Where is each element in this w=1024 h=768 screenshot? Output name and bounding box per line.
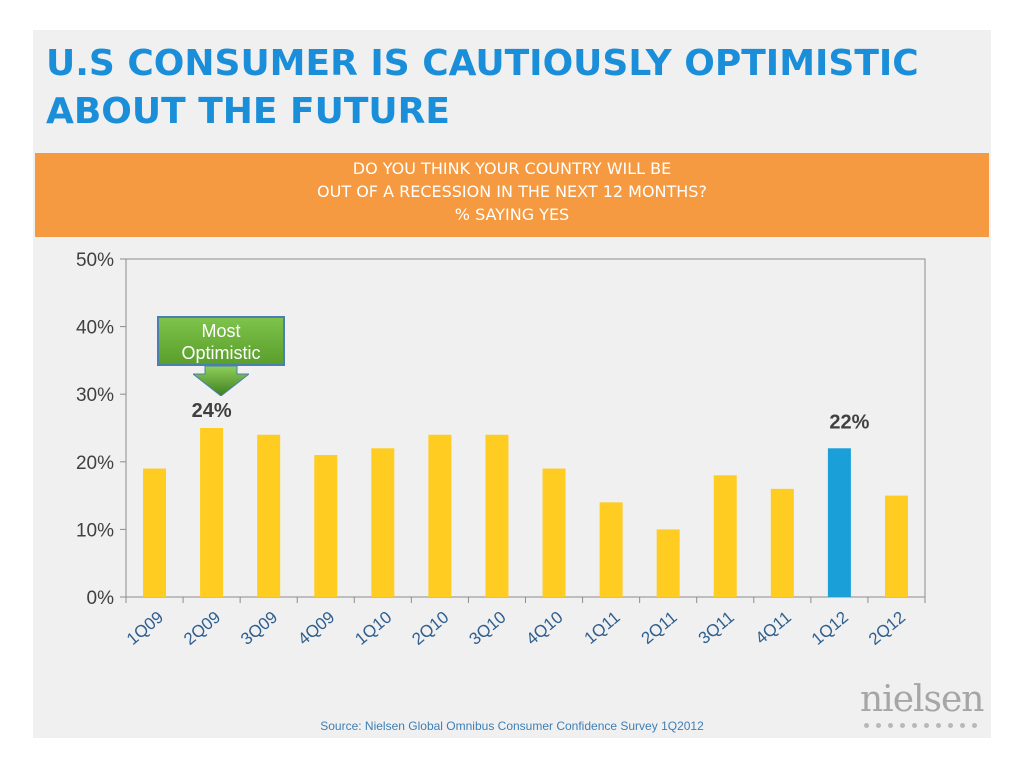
bar-4Q11	[770, 488, 794, 597]
x-tick-label: 2Q11	[638, 608, 681, 648]
y-tick-label: 50%	[76, 250, 114, 271]
x-tick-label: 2Q12	[865, 608, 909, 649]
banner-line-2: OUT OF A RECESSION IN THE NEXT 12 MONTHS…	[317, 182, 707, 201]
x-tick-label: 3Q10	[465, 608, 509, 649]
x-tick-label: 1Q09	[123, 608, 167, 649]
callout-line-2: Optimistic	[181, 343, 261, 363]
bar-2Q11	[656, 529, 680, 597]
y-tick-label: 0%	[87, 588, 115, 609]
nielsen-logo: nielsen	[860, 679, 984, 728]
y-tick-label: 10%	[76, 520, 114, 541]
bar-4Q09	[314, 455, 338, 597]
x-tick-label: 2Q09	[180, 608, 224, 649]
page-title: U.S CONSUMER IS CAUTIOUSLY OPTIMISTIC AB…	[46, 43, 919, 132]
banner-line-3: % SAYING YES	[454, 205, 570, 224]
x-tick-label: 3Q09	[237, 608, 281, 649]
logo-text: nielsen	[860, 679, 984, 720]
y-tick-label: 30%	[76, 385, 114, 406]
bar-1Q12	[827, 448, 851, 597]
source-note: Source: Nielsen Global Omnibus Consumer …	[320, 719, 704, 733]
x-tick-label: 2Q10	[408, 608, 452, 649]
bar-1Q09	[143, 468, 167, 597]
data-label: 22%	[829, 411, 869, 433]
bar-4Q10	[542, 468, 566, 597]
x-tick-label: 1Q11	[581, 608, 624, 648]
x-tick-label: 1Q10	[351, 608, 395, 649]
callout-line-1: Most	[201, 321, 241, 341]
most-optimistic-callout: Most Optimistic	[157, 316, 285, 366]
y-tick-label: 40%	[76, 318, 114, 339]
bar-1Q11	[599, 502, 623, 597]
bar-3Q11	[713, 475, 737, 597]
y-tick-label: 20%	[76, 453, 114, 474]
bar-2Q12	[884, 495, 908, 597]
slide-background	[33, 30, 991, 738]
banner-line-1: DO YOU THINK YOUR COUNTRY WILL BE	[352, 159, 672, 178]
bar-3Q09	[257, 434, 281, 597]
x-tick-label: 1Q12	[808, 608, 852, 649]
bar-2Q09	[200, 428, 224, 597]
x-tick-label: 3Q11	[695, 608, 738, 648]
plot-frame	[125, 258, 926, 598]
question-banner: DO YOU THINK YOUR COUNTRY WILL BE OUT OF…	[35, 153, 989, 237]
bar-2Q10	[428, 434, 452, 597]
x-tick-label: 4Q11	[752, 608, 795, 648]
data-label: 24%	[192, 400, 232, 422]
bar-3Q10	[485, 434, 509, 597]
logo-dots	[864, 723, 984, 728]
bar-1Q10	[371, 448, 395, 597]
x-tick-label: 4Q10	[523, 608, 567, 649]
x-tick-label: 4Q09	[294, 608, 338, 649]
down-arrow-icon	[193, 366, 249, 396]
